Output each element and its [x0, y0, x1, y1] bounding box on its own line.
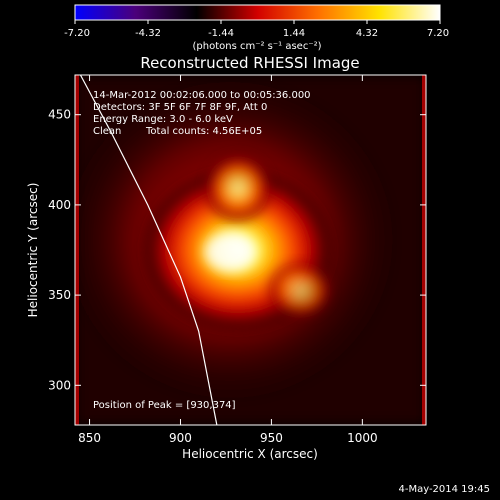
x-tick-label: 1000: [347, 431, 378, 445]
y-axis-ticks: 300 350 400 450: [48, 108, 426, 392]
heatmap-image: [75, 75, 426, 425]
annotation-energy-range: Energy Range: 3.0 - 6.0 keV: [93, 114, 233, 125]
colorbar-tick-label: -1.44: [208, 28, 234, 39]
colorbar-tick-label: 4.32: [356, 28, 378, 39]
x-tick-label: 850: [78, 431, 101, 445]
heatmap-source-lower-right-lobe: [270, 264, 330, 316]
x-axis-label: Heliocentric X (arcsec): [182, 447, 318, 461]
y-tick-label: 300: [48, 378, 71, 392]
annotation-detectors: Detectors: 3F 5F 6F 7F 8F 9F, Att 0: [93, 102, 267, 113]
colorbar-ticks: -7.20 -4.32 -1.44 1.44 4.32 7.20: [64, 20, 449, 39]
colorbar-tick-label: 1.44: [283, 28, 305, 39]
colorbar-tick-label: 7.20: [427, 28, 449, 39]
annotation-algorithm: Clean: [93, 126, 121, 137]
solar-limb-curve: [79, 75, 218, 425]
y-axis-label: Heliocentric Y (arcsec): [26, 183, 40, 318]
colorbar-tick-label: -7.20: [64, 28, 90, 39]
y-tick-label: 400: [48, 198, 71, 212]
heatmap-source-upper-lobe: [206, 156, 270, 220]
colorbar-tick-label: -4.32: [135, 28, 161, 39]
annotation-peak-position: Position of Peak = [930,374]: [93, 400, 236, 411]
right-edge-artifact: [422, 75, 426, 425]
annotation-total-counts: Total counts: 4.56E+05: [145, 126, 262, 137]
footer-date: 4-May-2014 19:45: [398, 484, 490, 495]
x-axis-ticks: 850 900 950 1000: [78, 75, 378, 445]
y-tick-label: 450: [48, 108, 71, 122]
colorbar: [74, 4, 441, 21]
heatmap-peak-core: [204, 232, 256, 272]
y-tick-label: 350: [48, 288, 71, 302]
x-tick-label: 900: [169, 431, 192, 445]
chart-title: Reconstructed RHESSI Image: [140, 54, 359, 72]
left-edge-artifact: [75, 75, 79, 425]
colorbar-unit-label: (photons cm⁻² s⁻¹ asec⁻²): [192, 41, 321, 52]
annotation-time-range: 14-Mar-2012 00:02:06.000 to 00:05:36.000: [93, 90, 311, 101]
x-tick-label: 950: [260, 431, 283, 445]
plot-frame: [74, 74, 427, 426]
